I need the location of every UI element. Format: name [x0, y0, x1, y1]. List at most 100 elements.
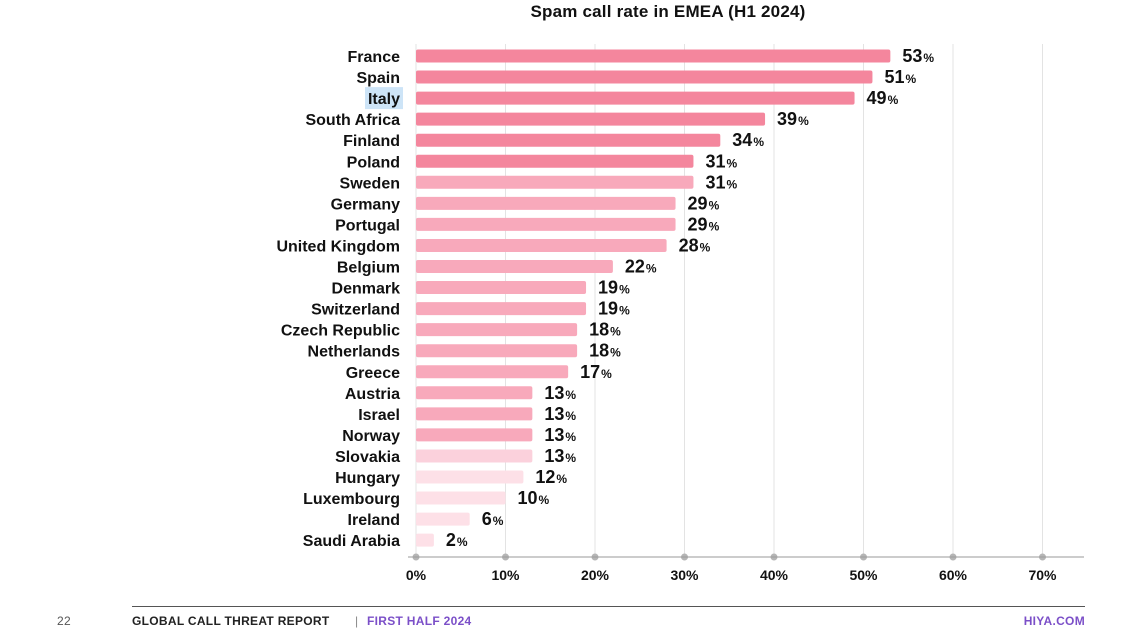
data-label: 22%	[625, 257, 657, 277]
bar	[416, 491, 506, 505]
bar	[416, 154, 694, 168]
bar-row: Ireland 6%	[348, 509, 504, 529]
bar-row: Portugal 29%	[335, 214, 719, 234]
data-label: 18%	[589, 341, 621, 361]
bar	[416, 512, 470, 526]
x-tick-label: 10%	[491, 567, 520, 583]
bar-chart: France 53% Spain 51% Italy 49% South Africa 39%…	[276, 44, 1084, 583]
data-label: 51%	[884, 67, 916, 87]
data-label: 29%	[688, 193, 720, 213]
bar	[416, 70, 873, 84]
category-label: Austria	[345, 386, 400, 403]
bar-row: South Africa 39%	[305, 109, 809, 129]
data-label: 13%	[544, 383, 576, 403]
category-label: Ireland	[348, 512, 400, 529]
data-label: 19%	[598, 278, 630, 298]
bar-row: Greece 17%	[346, 362, 612, 382]
bar-row: France 53%	[348, 46, 935, 66]
footer-separator: |	[355, 614, 359, 628]
category-label: Portugal	[335, 217, 400, 234]
report-title: GLOBAL CALL THREAT REPORT	[132, 614, 330, 628]
category-label: Finland	[343, 133, 400, 150]
data-label: 34%	[732, 130, 764, 150]
x-tick-label: 60%	[939, 567, 968, 583]
footer: 22 GLOBAL CALL THREAT REPORT | FIRST HAL…	[0, 606, 1144, 628]
bar-row: Finland 34%	[343, 130, 764, 150]
x-tick-label: 0%	[406, 567, 427, 583]
x-tick-label: 70%	[1028, 567, 1057, 583]
bar-row: Sweden 31%	[340, 172, 738, 192]
bar	[416, 365, 569, 379]
bar	[416, 260, 613, 273]
x-tick-label: 50%	[849, 567, 878, 583]
data-label: 10%	[518, 488, 550, 508]
data-label: 29%	[688, 214, 720, 234]
bar	[416, 386, 533, 400]
bar	[416, 49, 891, 63]
category-label: Sweden	[340, 175, 400, 192]
x-tick-label: 40%	[760, 567, 789, 583]
bar	[416, 238, 667, 252]
bar-row: Germany 29%	[331, 193, 720, 213]
bar	[416, 407, 533, 421]
data-label: 12%	[535, 467, 567, 487]
category-label: Germany	[331, 196, 400, 213]
category-label: United Kingdom	[276, 238, 400, 255]
data-label: 6%	[482, 509, 504, 529]
bar	[416, 196, 676, 210]
bar-row: Italy 49%	[365, 87, 899, 110]
category-label: Czech Republic	[281, 323, 400, 340]
bar	[416, 281, 587, 295]
category-label: Greece	[346, 365, 400, 382]
x-axis: 0% 10% 20% 30% 40% 50% 60% 70%	[406, 553, 1084, 583]
category-label: Italy	[368, 91, 400, 108]
category-label: Saudi Arabia	[303, 533, 400, 550]
bar-row: Czech Republic 18%	[281, 320, 621, 340]
category-label: Belgium	[337, 260, 400, 277]
bar	[416, 323, 578, 337]
data-label: 31%	[705, 172, 737, 192]
bar	[416, 344, 578, 358]
bar-row: Saudi Arabia 2%	[303, 530, 468, 550]
bar-row: Denmark 19%	[332, 278, 631, 298]
bar	[416, 175, 694, 189]
data-label: 13%	[544, 404, 576, 424]
data-label: 53%	[902, 46, 934, 66]
x-tick-label: 30%	[670, 567, 699, 583]
bar-row: Luxembourg 10%	[303, 488, 549, 508]
footer-divider	[132, 606, 1085, 607]
category-label: Spain	[356, 70, 400, 87]
category-label: South Africa	[305, 112, 400, 129]
bar	[416, 112, 766, 126]
data-label: 13%	[544, 446, 576, 466]
gridlines	[415, 44, 1043, 557]
bar-row: Slovakia 13%	[335, 446, 576, 466]
category-label: Switzerland	[311, 302, 400, 319]
data-label: 18%	[589, 320, 621, 340]
category-label: Slovakia	[335, 449, 400, 466]
category-label: France	[348, 49, 401, 66]
data-label: 39%	[777, 109, 809, 129]
bar	[416, 533, 434, 547]
bar-row: Netherlands 18%	[308, 341, 622, 361]
data-label: 17%	[580, 362, 612, 382]
data-label: 2%	[446, 530, 468, 550]
category-label: Poland	[347, 154, 400, 171]
data-label: 49%	[867, 88, 899, 108]
category-label: Norway	[342, 428, 400, 445]
bar-row: Hungary 12%	[335, 467, 567, 487]
category-label: Luxembourg	[303, 491, 400, 508]
bar	[416, 91, 855, 105]
bar-row: Norway 13%	[342, 425, 576, 445]
site-link[interactable]: HIYA.COM	[1023, 614, 1085, 628]
bar-row: Austria 13%	[345, 383, 577, 403]
bar	[416, 302, 587, 316]
category-label: Denmark	[332, 281, 401, 298]
data-label: 28%	[679, 235, 711, 255]
bar	[416, 470, 524, 484]
category-label: Israel	[358, 407, 400, 424]
data-label: 13%	[544, 425, 576, 445]
bar-row: United Kingdom 28%	[276, 235, 710, 255]
bar	[416, 217, 676, 231]
bar-row: Belgium 22%	[337, 257, 657, 277]
